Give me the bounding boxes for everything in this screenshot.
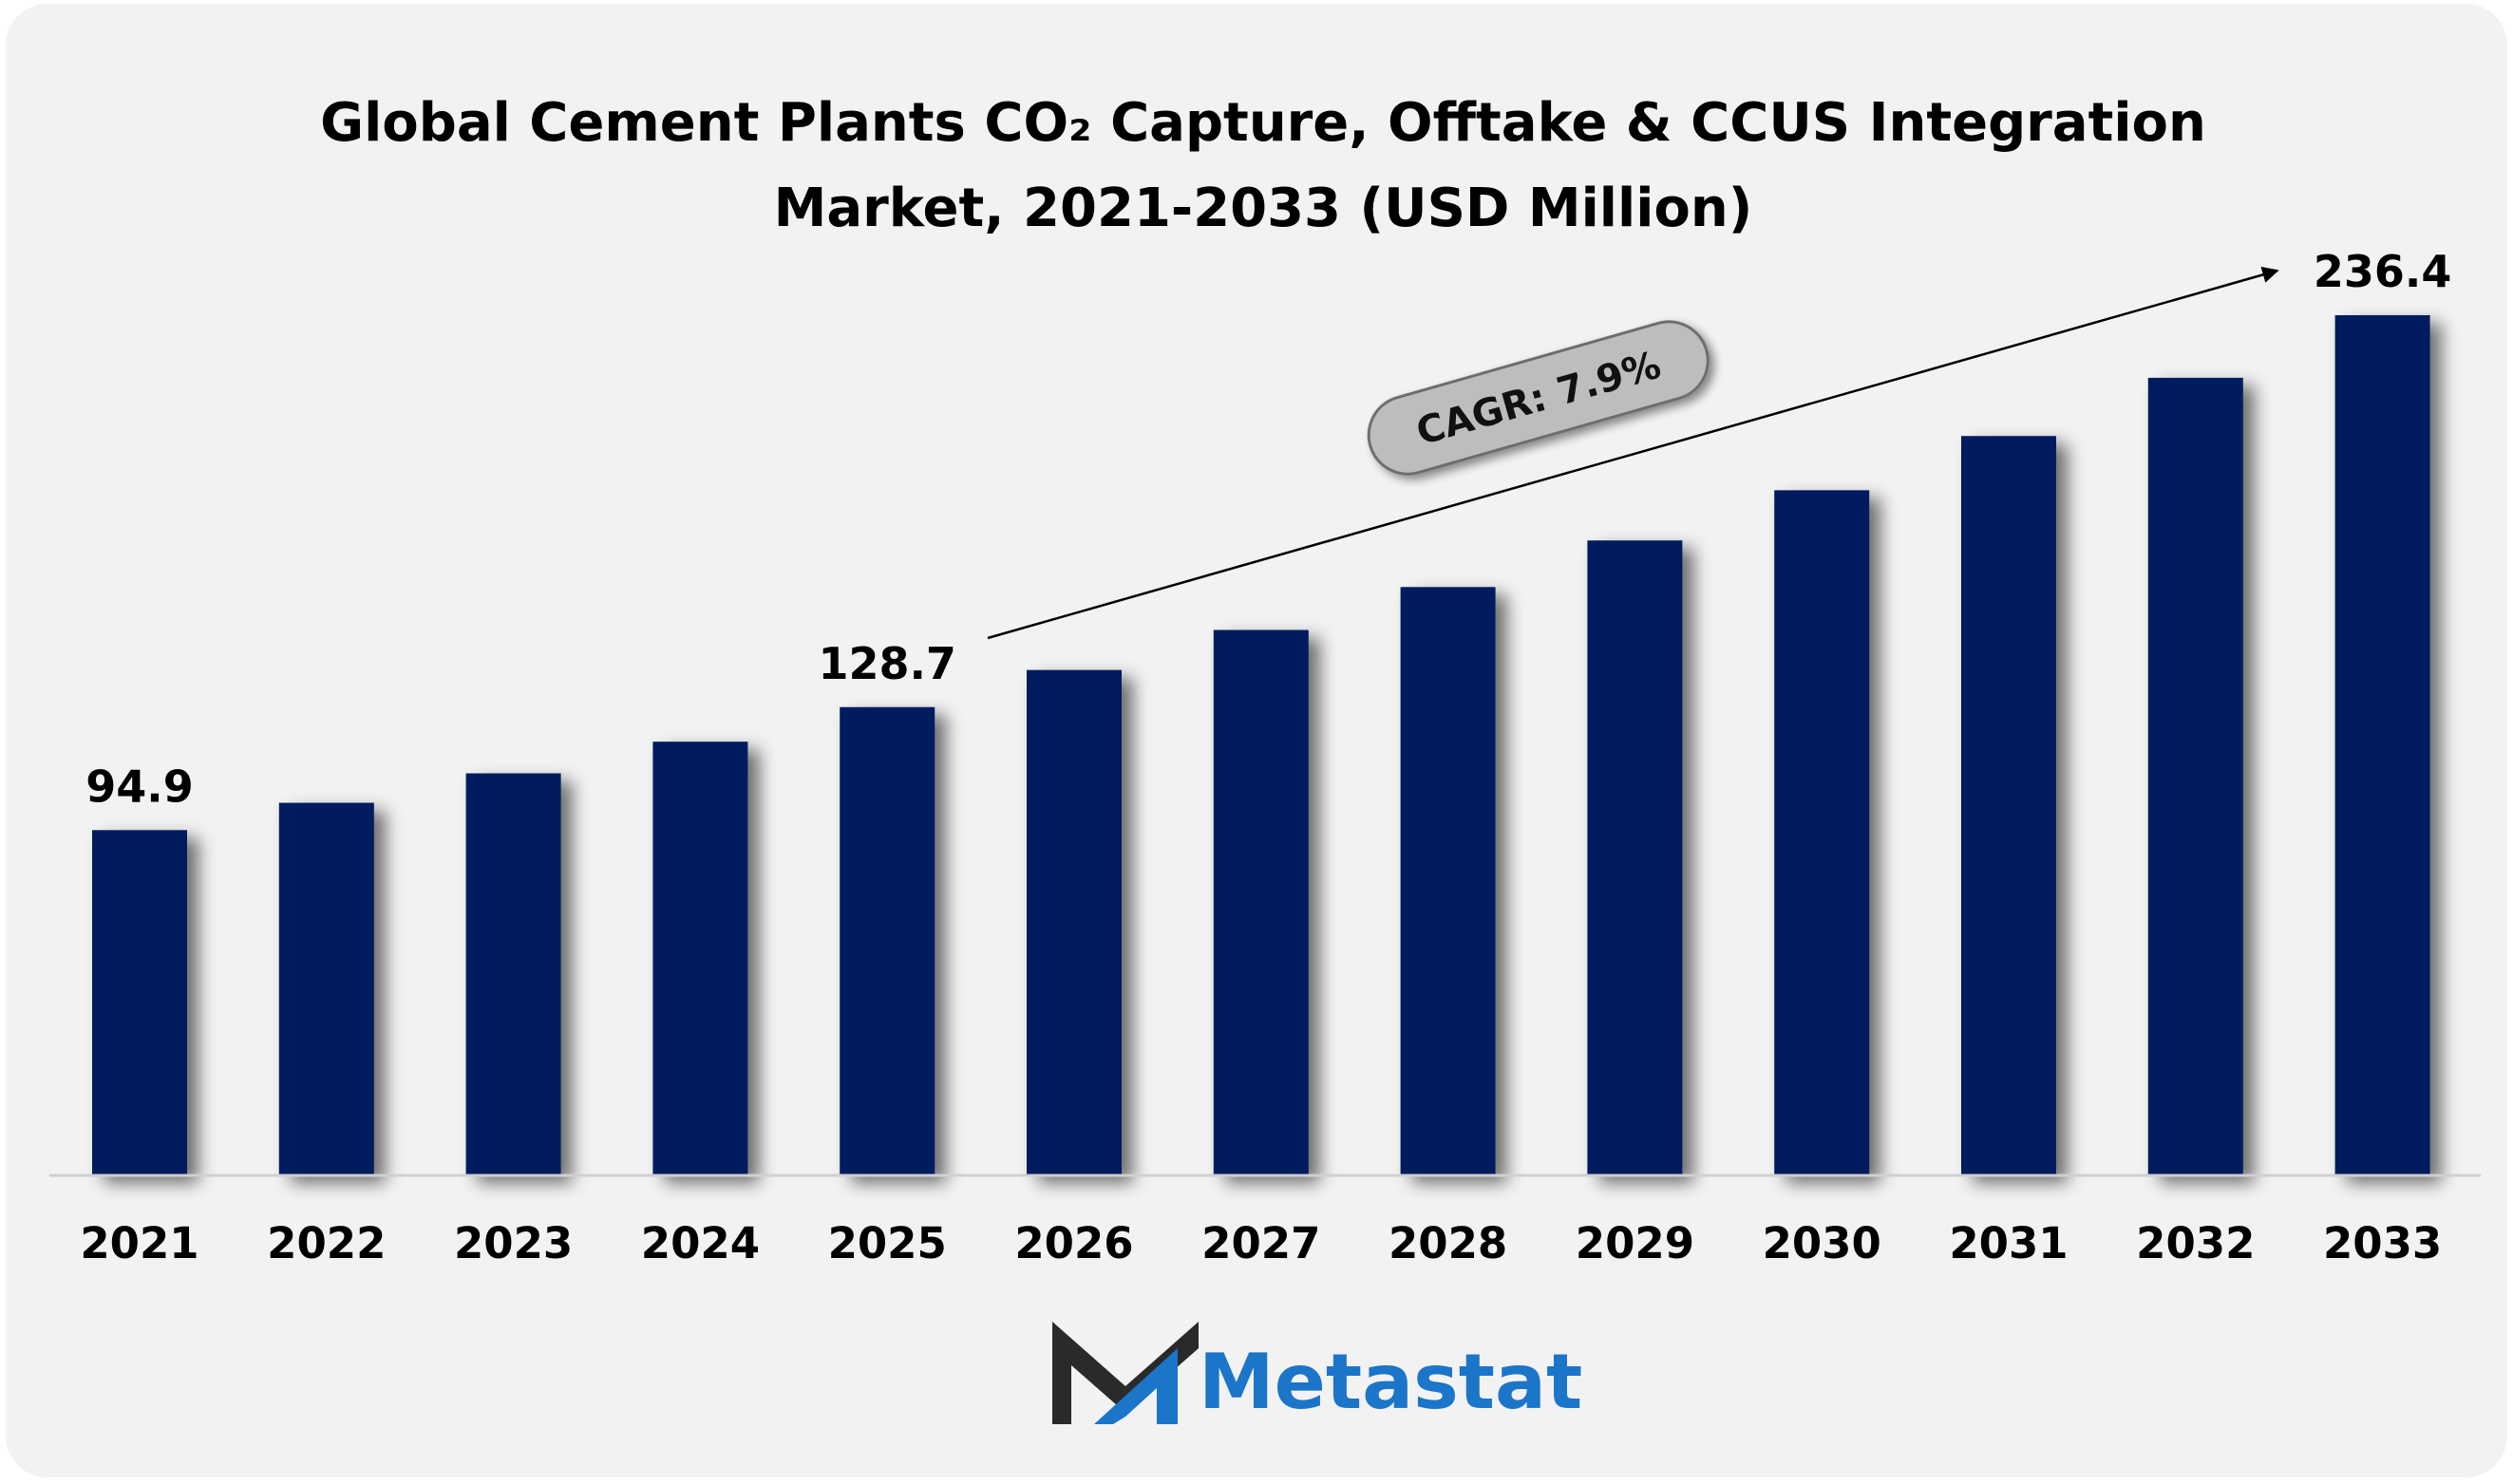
bar-2029 <box>1587 540 1683 1175</box>
bar-2032 <box>2147 377 2243 1175</box>
data-label-2021: 94.9 <box>85 761 194 812</box>
bar-2022 <box>278 802 374 1175</box>
chart-title-line-1: Global Cement Plants CO₂ Capture, Offtak… <box>320 92 2206 154</box>
cagr-badge: CAGR: 7.9% <box>1367 320 1710 476</box>
bar-2025 <box>840 706 935 1175</box>
x-tick-2033: 2033 <box>2323 1218 2442 1268</box>
x-tick-2022: 2022 <box>267 1218 386 1268</box>
x-tick-2023: 2023 <box>454 1218 573 1268</box>
x-axis-ticks: 2021 2022 2023 2024 2025 2026 2027 2028 2029 2030… <box>80 1218 2442 1268</box>
data-label-2025: 128.7 <box>818 638 956 689</box>
x-tick-2025: 2025 <box>828 1218 947 1268</box>
bar-2031 <box>1961 436 2056 1175</box>
chart-title-line-2: Market, 2021-2033 (USD Million) <box>774 178 1753 239</box>
metastat-logo: Metastat <box>1052 1322 1582 1426</box>
bar-2033 <box>2334 315 2430 1175</box>
metastat-m-logo-icon <box>1052 1322 1199 1424</box>
brand-name: Metastat <box>1199 1338 1582 1426</box>
bar-2028 <box>1400 587 1496 1175</box>
bar-2023 <box>465 773 561 1175</box>
x-tick-2028: 2028 <box>1389 1218 1507 1268</box>
bar-2027 <box>1213 629 1309 1175</box>
x-tick-2024: 2024 <box>641 1218 760 1268</box>
bar-2021 <box>92 830 187 1175</box>
data-label-2033: 236.4 <box>2314 246 2452 297</box>
bar-2030 <box>1774 490 1870 1175</box>
x-tick-2029: 2029 <box>1576 1218 1694 1268</box>
x-tick-2031: 2031 <box>1949 1218 2068 1268</box>
x-tick-2027: 2027 <box>1201 1218 1320 1268</box>
bars-group <box>92 315 2430 1175</box>
x-tick-2021: 2021 <box>80 1218 198 1268</box>
bar-2026 <box>1027 669 1122 1175</box>
data-labels: 94.9 128.7 236.4 <box>85 246 2451 812</box>
x-tick-2026: 2026 <box>1014 1218 1133 1268</box>
bar-2024 <box>652 742 748 1175</box>
cagr-arrow <box>987 266 2279 640</box>
x-tick-2032: 2032 <box>2136 1218 2255 1268</box>
x-tick-2030: 2030 <box>1763 1218 1881 1268</box>
